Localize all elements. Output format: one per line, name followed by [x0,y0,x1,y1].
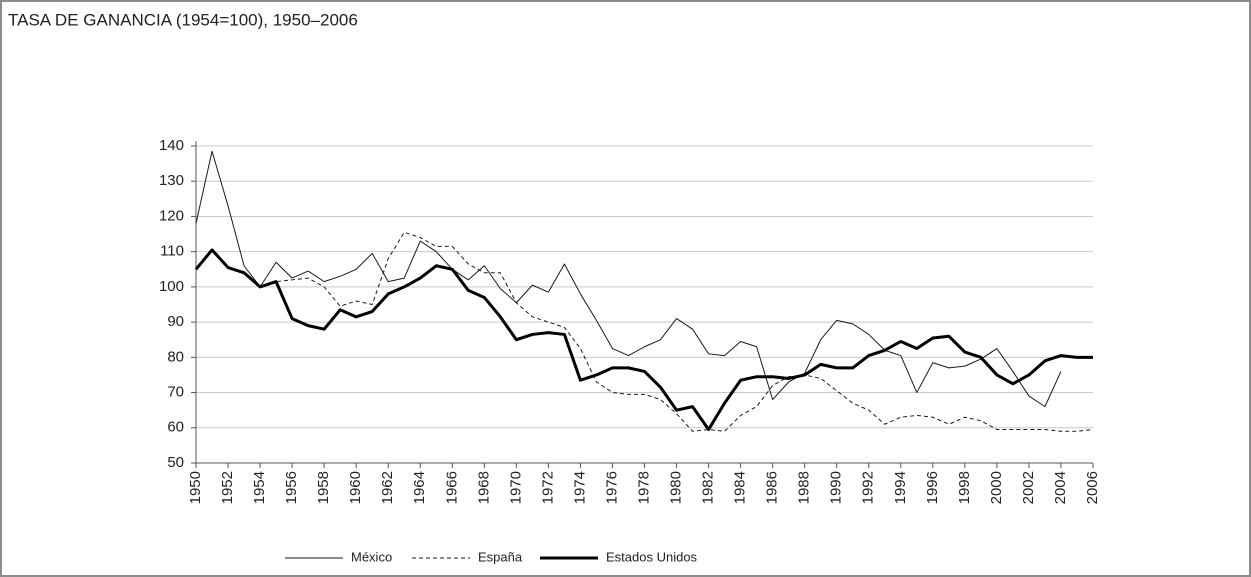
legend-label: España [478,549,523,564]
x-tick-label: 1974 [571,471,588,504]
x-tick-label: 2004 [1052,471,1069,504]
y-tick-label: 50 [167,454,184,471]
x-tick-label: 1956 [283,471,300,504]
y-tick-label: 140 [159,137,184,154]
x-tick-label: 1950 [187,471,204,504]
x-tick-label: 1966 [443,471,460,504]
x-tick-label: 1998 [956,471,973,504]
x-tick-label: 1978 [635,471,652,504]
y-tick-label: 80 [167,348,184,365]
y-tick-label: 100 [159,278,184,295]
x-tick-label: 1960 [347,471,364,504]
y-tick-label: 90 [167,313,184,330]
y-tick-label: 130 [159,172,184,189]
x-tick-label: 2002 [1020,471,1037,504]
x-tick-label: 1954 [251,471,268,504]
x-tick-label: 1994 [892,471,909,504]
x-tick-label: 1952 [219,471,236,504]
y-tick-label: 60 [167,419,184,436]
series-line [194,248,1093,432]
x-tick-label: 1968 [475,471,492,504]
x-tick-label: 1964 [411,471,428,504]
x-tick-label: 1972 [539,471,556,504]
y-tick-label: 110 [160,243,184,260]
x-tick-label: 1976 [603,471,620,504]
x-tick-label: 1970 [507,471,524,504]
x-tick-label: 1990 [828,471,845,504]
x-tick-label: 2006 [1084,471,1101,504]
x-tick-label: 1962 [379,471,396,504]
series-line [195,231,1094,432]
x-tick-label: 1982 [700,471,717,504]
x-tick-label: 1992 [860,471,877,504]
legend-label: Estados Unidos [606,549,698,564]
x-tick-label: 1980 [668,471,685,504]
x-tick-label: 1996 [924,471,941,504]
x-tick-label: 1986 [764,471,781,504]
series-line [195,150,1062,408]
chart-title: TASA DE GANANCIA (1954=100), 1950–2006 [8,10,358,29]
x-tick-label: 1988 [796,471,813,504]
x-tick-label: 2000 [988,471,1005,504]
legend-label: México [351,549,392,564]
y-tick-label: 70 [167,384,184,401]
x-tick-label: 1958 [315,471,332,504]
x-tick-label: 1984 [732,471,749,504]
y-tick-label: 120 [159,207,184,224]
